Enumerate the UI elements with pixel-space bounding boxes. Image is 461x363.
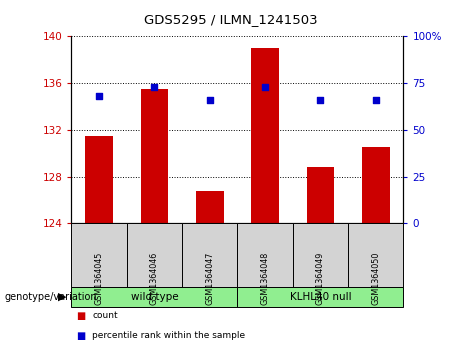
Bar	[362, 147, 390, 223]
Point	[372, 97, 379, 103]
Text: GSM1364049: GSM1364049	[316, 252, 325, 305]
Point	[261, 84, 269, 90]
Text: GSM1364047: GSM1364047	[205, 252, 214, 305]
Text: percentile rank within the sample: percentile rank within the sample	[92, 331, 245, 340]
Text: ▶: ▶	[59, 292, 67, 302]
Text: GSM1364045: GSM1364045	[95, 252, 104, 305]
Point	[317, 97, 324, 103]
Point	[95, 93, 103, 99]
Bar	[196, 191, 224, 223]
Text: GDS5295 / ILMN_1241503: GDS5295 / ILMN_1241503	[144, 13, 317, 26]
Text: GSM1364046: GSM1364046	[150, 252, 159, 305]
Bar	[251, 48, 279, 223]
Text: ■: ■	[76, 311, 85, 321]
Text: genotype/variation: genotype/variation	[5, 292, 97, 302]
Text: count: count	[92, 311, 118, 320]
Text: wild type: wild type	[130, 292, 178, 302]
Text: ■: ■	[76, 331, 85, 341]
Point	[151, 84, 158, 90]
Text: GSM1364048: GSM1364048	[260, 252, 270, 305]
Point	[206, 97, 213, 103]
Bar	[141, 89, 168, 223]
Bar	[85, 136, 113, 223]
Text: KLHL40 null: KLHL40 null	[290, 292, 351, 302]
Text: GSM1364050: GSM1364050	[371, 252, 380, 305]
Bar	[307, 167, 334, 223]
